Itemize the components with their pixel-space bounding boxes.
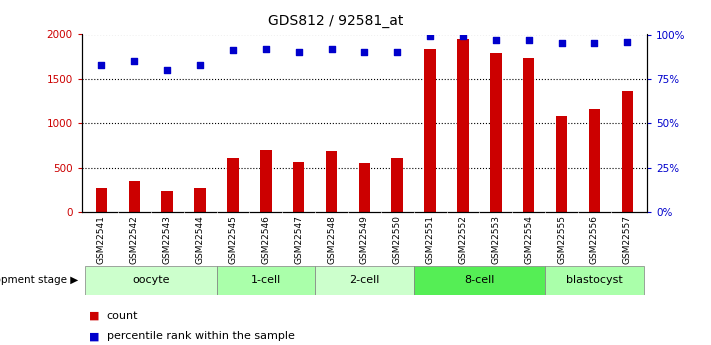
Bar bbox=[621, 91, 633, 212]
Point bbox=[96, 62, 107, 68]
Point bbox=[161, 67, 173, 73]
Bar bbox=[490, 53, 501, 212]
Text: 1-cell: 1-cell bbox=[251, 275, 281, 285]
Text: blastocyst: blastocyst bbox=[566, 275, 623, 285]
Text: GSM22542: GSM22542 bbox=[130, 215, 139, 264]
Bar bbox=[392, 158, 403, 212]
Bar bbox=[589, 109, 600, 212]
Point bbox=[358, 50, 370, 55]
Text: GSM22555: GSM22555 bbox=[557, 215, 566, 264]
Bar bbox=[293, 162, 304, 212]
Bar bbox=[523, 59, 535, 212]
Text: GSM22557: GSM22557 bbox=[623, 215, 632, 264]
Bar bbox=[260, 150, 272, 212]
Bar bbox=[85, 266, 217, 295]
Bar bbox=[96, 188, 107, 212]
Text: GSM22550: GSM22550 bbox=[392, 215, 402, 264]
Bar bbox=[545, 266, 643, 295]
Point bbox=[589, 41, 600, 46]
Point bbox=[490, 37, 501, 42]
Bar bbox=[315, 266, 414, 295]
Point bbox=[392, 50, 403, 55]
Point bbox=[326, 46, 337, 51]
Text: count: count bbox=[107, 311, 138, 321]
Text: ■: ■ bbox=[89, 311, 100, 321]
Point bbox=[523, 37, 535, 42]
Text: percentile rank within the sample: percentile rank within the sample bbox=[107, 332, 294, 341]
Text: oocyte: oocyte bbox=[132, 275, 169, 285]
Text: GSM22554: GSM22554 bbox=[524, 215, 533, 264]
Text: GSM22551: GSM22551 bbox=[426, 215, 434, 264]
Text: development stage ▶: development stage ▶ bbox=[0, 275, 78, 285]
Point bbox=[556, 41, 567, 46]
Text: GSM22552: GSM22552 bbox=[459, 215, 467, 264]
Point bbox=[621, 39, 633, 45]
Text: GSM22547: GSM22547 bbox=[294, 215, 303, 264]
Text: ■: ■ bbox=[89, 332, 100, 341]
Text: GDS812 / 92581_at: GDS812 / 92581_at bbox=[269, 14, 404, 28]
Bar bbox=[414, 266, 545, 295]
Bar bbox=[194, 188, 205, 212]
Point bbox=[260, 46, 272, 51]
Point bbox=[129, 58, 140, 64]
Bar bbox=[129, 181, 140, 212]
Point bbox=[424, 33, 436, 39]
Point bbox=[228, 48, 239, 53]
Text: GSM22553: GSM22553 bbox=[491, 215, 501, 264]
Text: GSM22544: GSM22544 bbox=[196, 215, 205, 264]
Point bbox=[293, 50, 304, 55]
Text: 8-cell: 8-cell bbox=[464, 275, 495, 285]
Bar bbox=[228, 158, 239, 212]
Bar bbox=[556, 116, 567, 212]
Text: GSM22548: GSM22548 bbox=[327, 215, 336, 264]
Text: GSM22543: GSM22543 bbox=[163, 215, 172, 264]
Text: GSM22556: GSM22556 bbox=[590, 215, 599, 264]
Text: GSM22549: GSM22549 bbox=[360, 215, 369, 264]
Point bbox=[194, 62, 205, 68]
Point bbox=[457, 33, 469, 39]
Bar bbox=[457, 39, 469, 212]
Bar bbox=[161, 191, 173, 212]
Bar bbox=[217, 266, 315, 295]
Text: 2-cell: 2-cell bbox=[349, 275, 380, 285]
Text: GSM22541: GSM22541 bbox=[97, 215, 106, 264]
Bar bbox=[358, 163, 370, 212]
Text: GSM22545: GSM22545 bbox=[228, 215, 237, 264]
Bar bbox=[424, 49, 436, 212]
Text: GSM22546: GSM22546 bbox=[262, 215, 270, 264]
Bar bbox=[326, 151, 337, 212]
